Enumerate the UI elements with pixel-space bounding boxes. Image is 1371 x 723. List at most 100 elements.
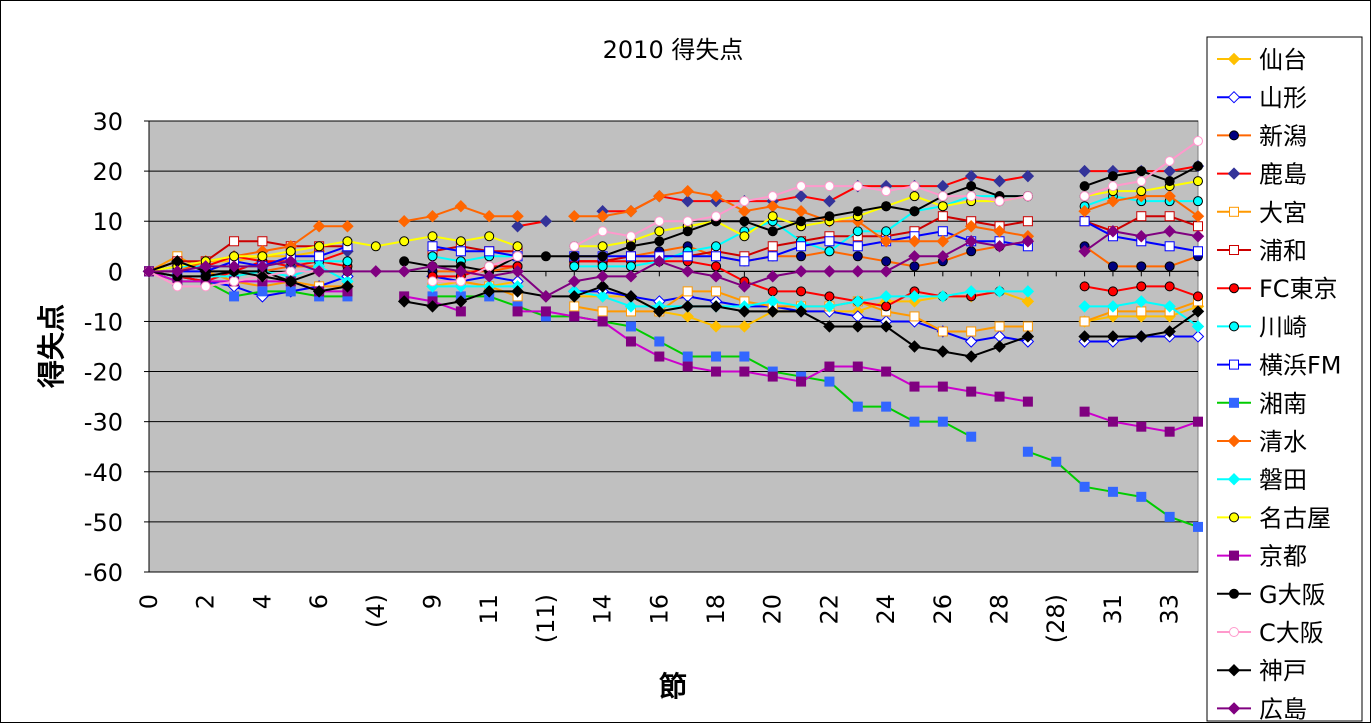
data-point [511,285,524,298]
data-point [1136,261,1147,272]
data-point [851,320,864,333]
legend-marker [1229,550,1239,561]
legend-label: 湘南 [1259,390,1307,418]
x-tick-label: 18 [702,594,730,625]
data-point [711,251,722,262]
data-point [1193,176,1203,187]
data-point [767,226,778,237]
data-point [966,246,977,257]
data-point [1022,216,1033,227]
legend-marker [1227,663,1241,677]
legend-item: 浦和 [1217,237,1307,265]
data-point [1106,194,1120,208]
legend-marker [1229,206,1239,217]
series-line [432,275,518,283]
data-point [824,291,835,302]
data-point [1136,491,1147,502]
data-point [709,300,723,313]
data-point [454,295,468,308]
legend-box [1206,36,1363,722]
data-point [539,290,553,303]
legend-item: 広島 [1217,695,1307,722]
data-point [1164,281,1175,292]
legend-label: 新潟 [1259,122,1307,150]
data-point [483,285,496,298]
data-point [455,236,466,247]
data-point [1135,230,1148,243]
y-tick-label: 30 [92,108,123,136]
data-point [540,251,551,262]
data-point [314,241,325,252]
data-point [739,366,750,377]
data-point [1021,330,1035,343]
data-point [767,286,778,297]
legend-marker [1227,167,1241,180]
data-point [229,276,240,287]
data-point [1164,511,1175,522]
data-point [936,250,950,263]
data-point [937,381,948,392]
data-point [711,261,722,272]
data-point [596,290,609,303]
data-point [625,251,636,262]
legend-marker [1229,321,1239,332]
y-tick-label: 20 [92,158,123,186]
data-point [767,241,778,252]
data-point [823,194,836,208]
data-point [682,226,693,237]
data-point [426,210,439,223]
legend-item: 磐田 [1217,466,1307,494]
data-point [229,236,240,247]
data-point [569,261,580,272]
data-point [879,320,893,333]
legend-label: 清水 [1259,428,1307,456]
x-tick-labels: 0 2 4 6 (4) 9 11 (11) 14 16 18 20 22 24 26 28 (28) 31 33 [135,271,1199,643]
data-point [796,181,807,192]
data-point [739,231,750,242]
data-point [597,226,608,237]
data-point [341,220,354,233]
data-point [653,305,666,318]
data-point [794,305,808,318]
x-tick-label: 28 [986,594,1014,625]
data-point [256,260,269,273]
data-point [1163,300,1176,313]
y-tick-label: -10 [84,308,123,336]
plot-area [148,120,1199,573]
data-point [1193,221,1203,232]
data-point [312,285,326,298]
data-point [881,186,892,197]
data-point [653,189,666,203]
data-point [1022,396,1033,407]
data-point [739,216,750,227]
data-point [1107,416,1118,427]
data-point [314,251,325,262]
data-point [1136,281,1147,292]
data-point [796,286,807,297]
data-point [852,251,863,262]
data-point [937,326,948,337]
data-point [1079,406,1090,417]
data-point [399,236,410,247]
data-point [624,270,638,283]
data-point [654,236,665,247]
data-point [1136,176,1147,187]
legend-item: G大阪 [1217,581,1326,609]
series-14 [144,266,1203,437]
x-tick-label: 16 [645,594,673,625]
legend-label: 横浜FM [1259,352,1342,380]
legend-item: 鹿島 [1217,161,1307,189]
data-point [1193,416,1203,427]
y-tick-label: -40 [84,459,123,487]
data-point [597,251,608,262]
data-point [568,275,581,288]
data-point [654,216,665,227]
data-point [653,255,666,268]
data-point [993,225,1006,238]
data-point [369,265,383,278]
data-point [540,306,551,317]
data-point [427,231,438,242]
data-point [1078,204,1091,218]
data-point [427,276,438,287]
data-point [427,241,438,252]
